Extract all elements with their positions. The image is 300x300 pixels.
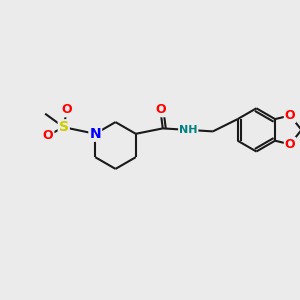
Text: S: S <box>59 120 69 134</box>
Text: N: N <box>89 127 101 141</box>
Text: O: O <box>61 103 72 116</box>
Text: O: O <box>285 138 296 151</box>
Text: O: O <box>155 103 166 116</box>
Text: O: O <box>285 109 296 122</box>
Text: O: O <box>43 129 53 142</box>
Text: NH: NH <box>179 125 197 135</box>
